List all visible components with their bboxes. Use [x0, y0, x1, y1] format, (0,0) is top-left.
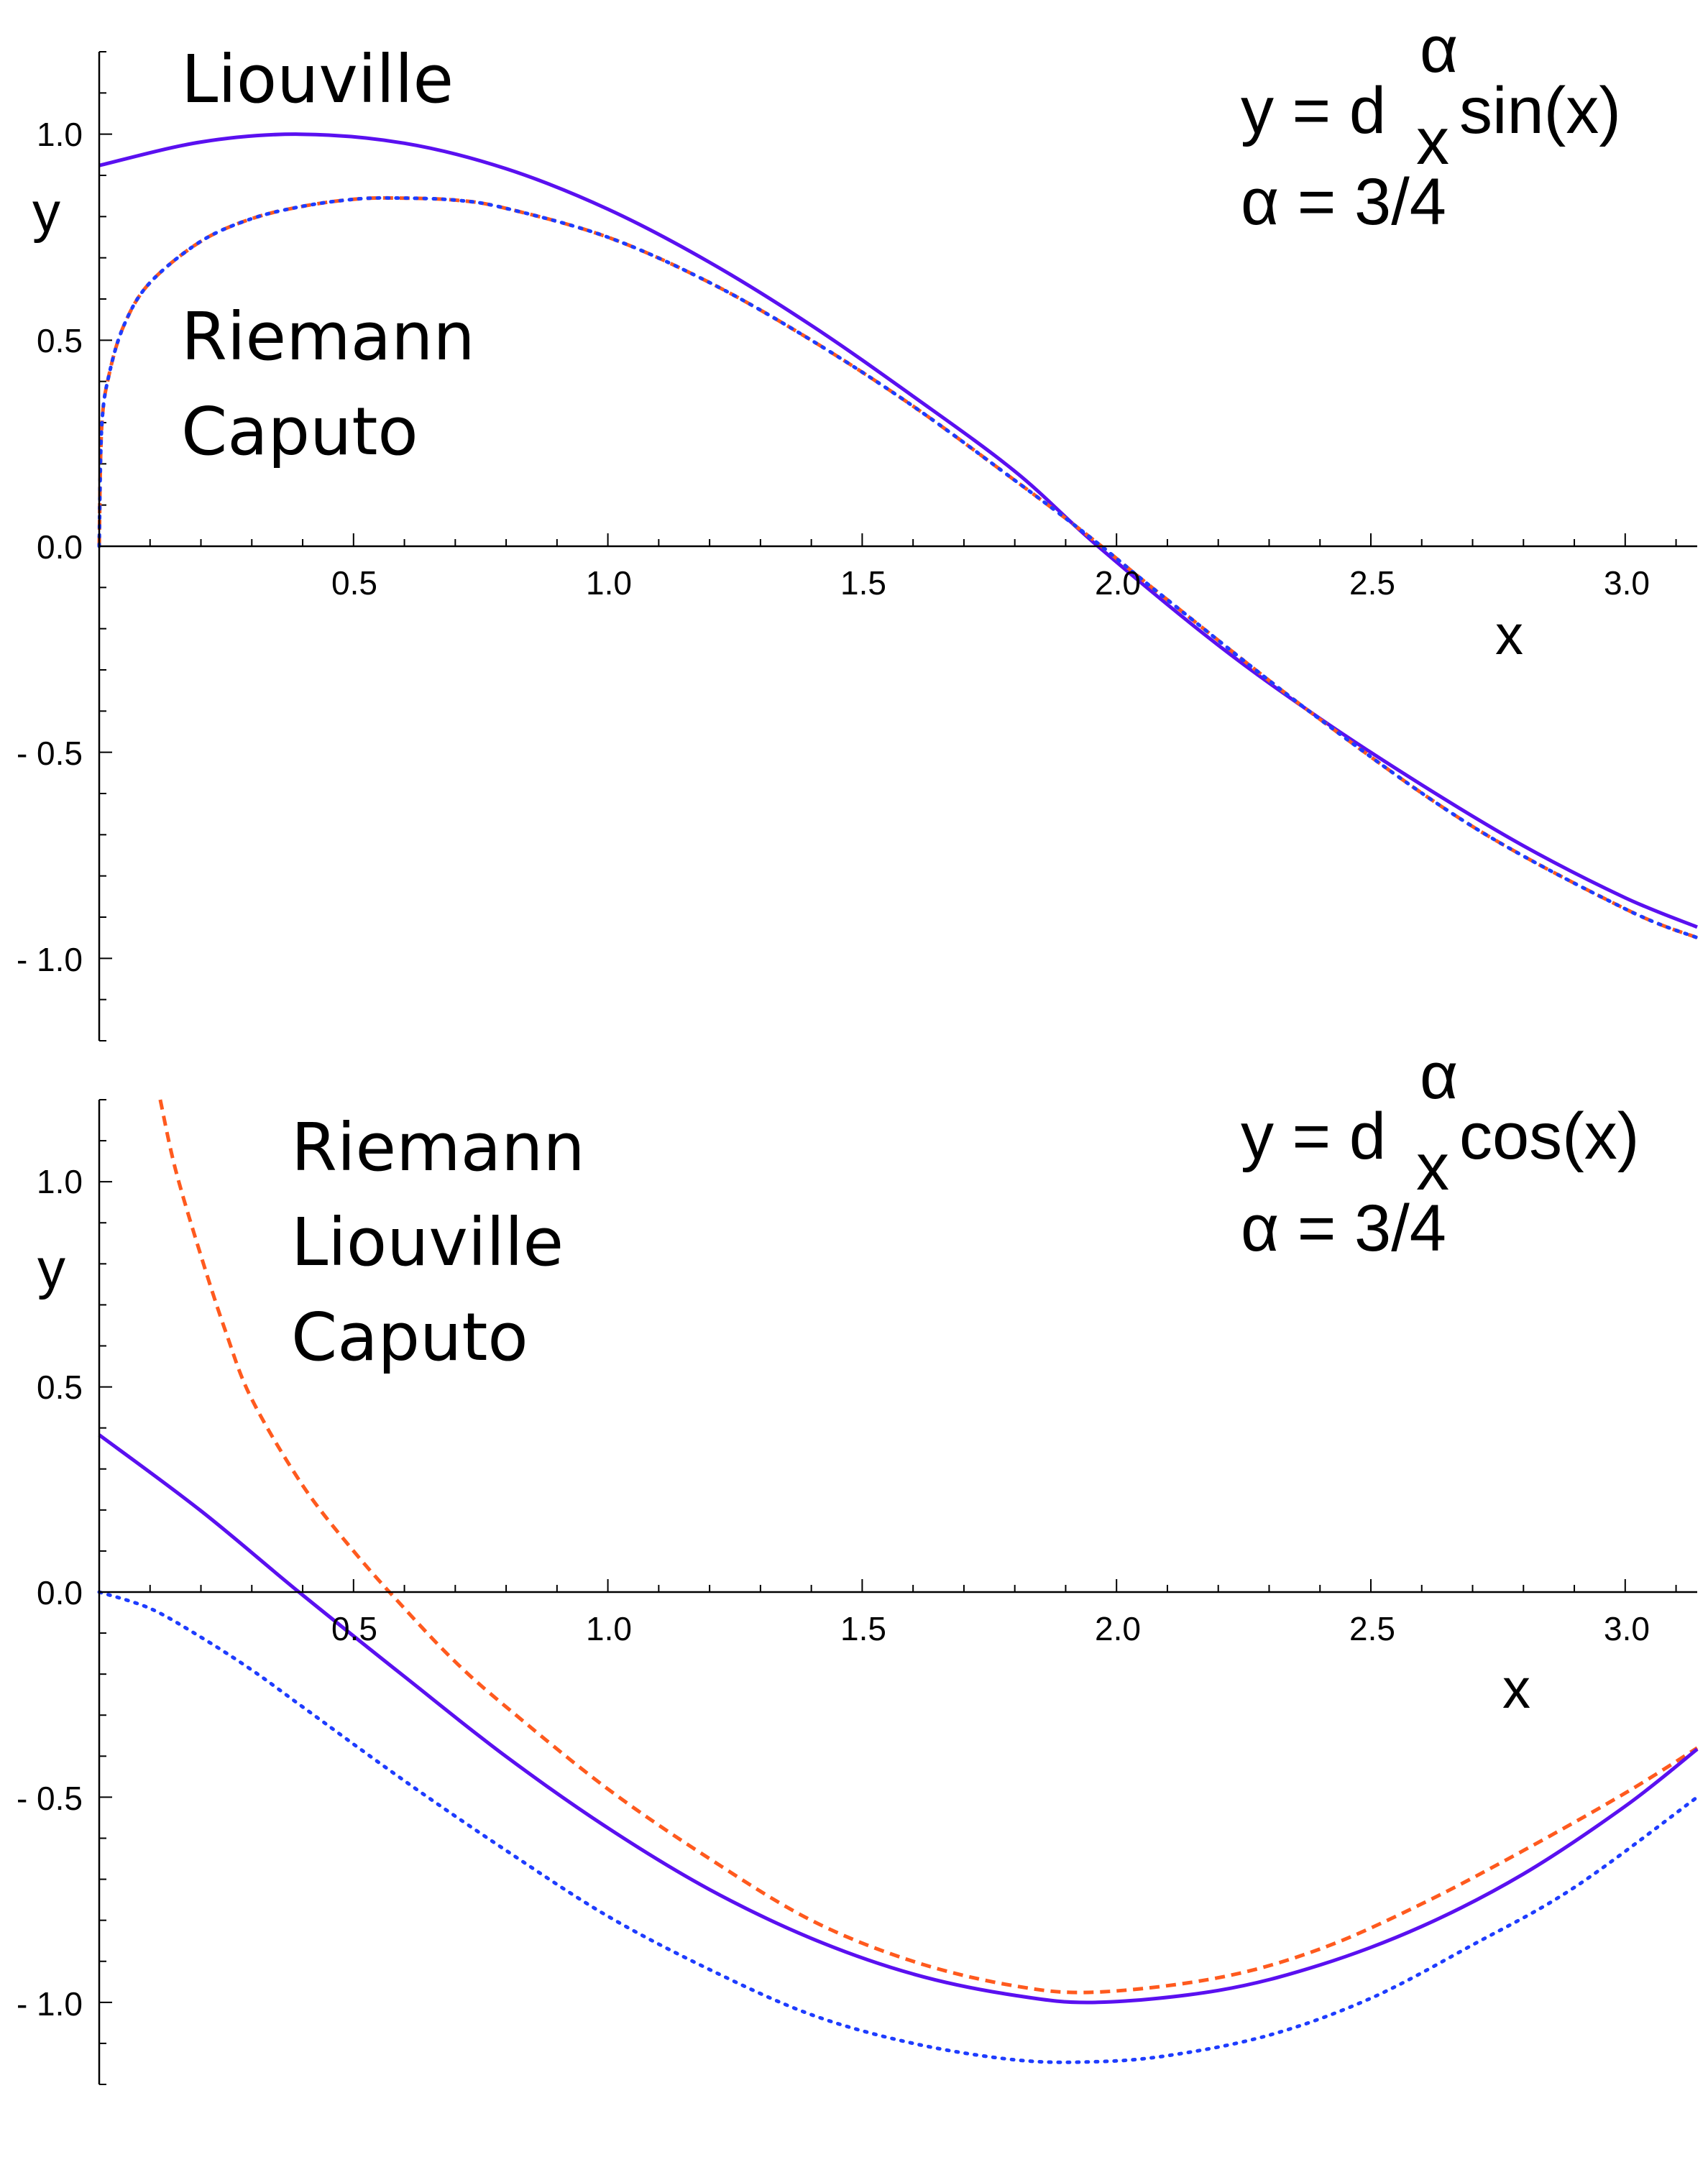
formula: y = d α x cos(x) α = 3/4 [1241, 1039, 1639, 1265]
y-tick-label: - 1.0 [17, 1985, 83, 2023]
curves [97, 132, 1699, 940]
series-label-caputo: Caputo [181, 393, 418, 470]
series-label-liouville: Liouville [181, 41, 454, 118]
curves [97, 1099, 1699, 2064]
series-line-liouville [98, 1433, 1699, 2005]
formula-subscript: x [1416, 1131, 1449, 1204]
series-line-caputo [97, 1590, 1699, 2064]
x-tick-label: 1.0 [586, 1610, 632, 1647]
series-line-liouville [98, 132, 1698, 929]
formula-subscript: x [1416, 105, 1449, 178]
alpha-value: α = 3/4 [1241, 1192, 1446, 1265]
series-line-riemann [158, 1099, 1699, 1995]
x-tick-label: 2.5 [1349, 564, 1395, 602]
x-tick-label: 3.0 [1604, 1610, 1650, 1647]
tick-marks [99, 1099, 1677, 2085]
series-line-riemann [97, 196, 1698, 940]
y-axis-label: y [32, 180, 60, 244]
y-tick-label: 0.0 [37, 1574, 83, 1611]
x-tick-label: 1.5 [840, 564, 886, 602]
y-tick-label: 0.0 [37, 528, 83, 566]
x-tick-label: 3.0 [1604, 564, 1650, 602]
y-tick-label: 1.0 [37, 1163, 83, 1200]
tick-marks [99, 51, 1677, 1041]
formula-function: cos(x) [1459, 1100, 1639, 1173]
series-label-caputo: Caputo [291, 1299, 528, 1376]
series-label-riemann: Riemann [181, 298, 475, 375]
y-tick-label: - 0.5 [17, 735, 83, 772]
x-tick-label: 2.0 [1095, 564, 1141, 602]
x-axis-label: x [1495, 603, 1523, 666]
y-tick-label: 0.5 [37, 1369, 83, 1406]
series-line-caputo [97, 196, 1699, 940]
formula-prefix: y = d [1241, 1100, 1386, 1173]
x-tick-label: 2.0 [1095, 1610, 1141, 1647]
y-tick-label: 0.5 [37, 322, 83, 359]
x-tick-label: 0.5 [331, 1610, 377, 1647]
y-tick-label: - 1.0 [17, 941, 83, 978]
y-tick-label: - 0.5 [17, 1780, 83, 1817]
x-axis-label: x [1502, 1657, 1530, 1720]
y-axis-label: y [37, 1237, 65, 1300]
x-tick-label: 2.5 [1349, 1610, 1395, 1647]
formula-prefix: y = d [1241, 74, 1386, 147]
formula: y = d α x sin(x) α = 3/4 [1241, 13, 1621, 239]
formula-superscript: α [1420, 1039, 1458, 1113]
x-tick-label: 0.5 [331, 564, 377, 602]
alpha-value: α = 3/4 [1241, 165, 1446, 239]
series-label-liouville: Liouville [291, 1204, 564, 1281]
chart-panel-sin: 0.5 1.0 1.5 2.0 2.5 3.0 1.0 0.5 0.0 - 0.… [17, 13, 1699, 1041]
formula-function: sin(x) [1459, 74, 1621, 147]
x-tick-label: 1.0 [586, 564, 632, 602]
formula-superscript: α [1420, 13, 1458, 86]
series-label-riemann: Riemann [291, 1109, 585, 1186]
x-tick-label: 1.5 [840, 1610, 886, 1647]
chart-panel-cos: 0.5 1.0 1.5 2.0 2.5 3.0 1.0 0.5 0.0 - 0.… [17, 1039, 1699, 2085]
y-tick-label: 1.0 [37, 116, 83, 153]
